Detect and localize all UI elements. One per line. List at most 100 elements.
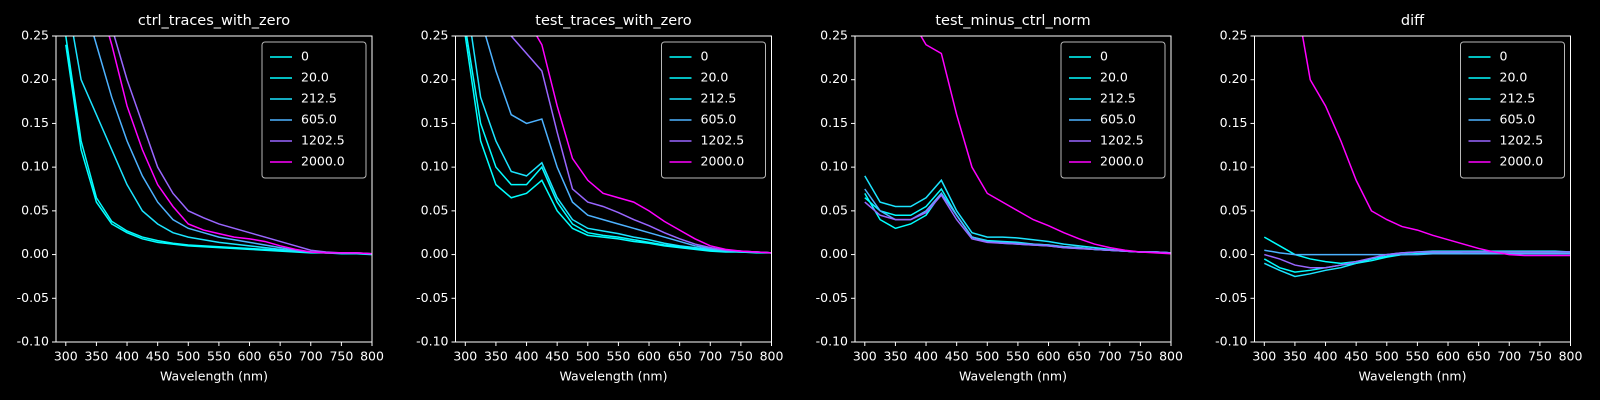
x-tick-label: 650: [268, 349, 292, 364]
series-line: [535, 36, 772, 254]
x-tick-label: 700: [1497, 349, 1521, 364]
legend-box: [661, 41, 766, 179]
y-tick-label: 0.20: [421, 71, 449, 86]
legend-label: 0: [301, 49, 309, 64]
x-tick-label: 600: [637, 349, 661, 364]
chart-title: test_traces_with_zero: [535, 13, 692, 29]
x-tick-label: 350: [484, 349, 508, 364]
legend: 0 20.0 212.5 605.0 1202.5 2000.0: [261, 41, 367, 179]
legend-label: 605.0: [1500, 112, 1536, 127]
y-tick-label: 0.15: [421, 115, 449, 130]
y-tick-label: 0.00: [421, 246, 449, 261]
legend-label: 212.5: [1100, 91, 1136, 106]
y-tick-label: 0.00: [820, 246, 848, 261]
legend-label: 212.5: [301, 91, 337, 106]
y-tick-label: -0.10: [816, 334, 848, 349]
axes-frame: [455, 35, 772, 343]
legend-label: 2000.0: [1100, 154, 1144, 169]
x-tick-label: 700: [698, 349, 722, 364]
series-line: [1264, 251, 1571, 269]
legend-label: 20.0: [701, 70, 729, 85]
x-tick-label: 450: [945, 349, 969, 364]
series-line: [464, 36, 772, 254]
y-tick-label: 0.05: [421, 202, 449, 217]
x-tick-label: 300: [453, 349, 477, 364]
axes-frame: [1254, 35, 1571, 343]
x-tick-label: 600: [238, 349, 262, 364]
x-tick-label: 450: [545, 349, 569, 364]
y-tick-label: 0.15: [1220, 115, 1248, 130]
x-tick-label: 750: [329, 349, 353, 364]
y-tick-label: -0.10: [17, 334, 49, 349]
x-tick-label: 750: [729, 349, 753, 364]
x-tick-label: 800: [1559, 349, 1583, 364]
y-tick-label: 0.25: [1220, 28, 1248, 43]
axes-frame: [55, 35, 373, 343]
y-tick-label: 0.20: [820, 71, 848, 86]
chart-title: diff: [1401, 13, 1425, 29]
series-line: [920, 36, 1171, 255]
legend: 0 20.0 212.5 605.0 1202.5 2000.0: [1060, 41, 1166, 179]
legend-label: 605.0: [1100, 112, 1136, 127]
y-tick-label: 0.10: [820, 159, 848, 174]
series-line: [1301, 36, 1571, 257]
x-tick-label: 550: [207, 349, 231, 364]
x-tick-label: 300: [853, 349, 877, 364]
x-tick-label: 750: [1528, 349, 1552, 364]
y-tick-label: 0.05: [820, 202, 848, 217]
legend-label: 2000.0: [1500, 154, 1544, 169]
legend-label: 0: [1100, 49, 1108, 64]
axes-frame: [854, 35, 1172, 343]
y-tick-label: 0.20: [1220, 71, 1248, 86]
x-tick-label: 750: [1128, 349, 1152, 364]
x-tick-label: 350: [84, 349, 108, 364]
y-tick-label: 0.25: [21, 28, 49, 43]
x-tick-label: 550: [1405, 349, 1429, 364]
x-tick-label: 450: [1344, 349, 1368, 364]
y-tick-label: 0.25: [421, 28, 449, 43]
plot-area: [464, 36, 772, 254]
legend-label: 0: [701, 49, 709, 64]
y-tick-label: 0.05: [1220, 202, 1248, 217]
plot-area: [864, 36, 1171, 255]
series-line: [470, 36, 772, 254]
x-tick-label: 400: [1314, 349, 1338, 364]
x-tick-label: 500: [576, 349, 600, 364]
y-tick-label: 0.05: [21, 202, 49, 217]
y-tick-label: 0.15: [21, 115, 49, 130]
y-tick-label: -0.10: [416, 334, 448, 349]
y-tick-label: 0.00: [1220, 246, 1248, 261]
y-tick-label: -0.05: [816, 290, 848, 305]
x-tick-label: 400: [115, 349, 139, 364]
legend-label: 605.0: [701, 112, 737, 127]
x-tick-label: 400: [515, 349, 539, 364]
chart-title: test_minus_ctrl_norm: [935, 13, 1090, 29]
x-tick-label: 350: [1283, 349, 1307, 364]
x-axis-label: Wavelength (nm): [1359, 369, 1467, 384]
legend-label: 20.0: [301, 70, 329, 85]
series-line: [113, 36, 372, 255]
x-axis-label: Wavelength (nm): [160, 369, 268, 384]
legend-label: 212.5: [701, 91, 737, 106]
x-tick-label: 650: [1067, 349, 1091, 364]
y-tick-label: 0.10: [21, 159, 49, 174]
panel: test_traces_with_zero Wavelength (nm) 300 3…: [416, 13, 784, 384]
x-tick-label: 800: [1159, 349, 1183, 364]
y-tick-label: -0.10: [1215, 334, 1247, 349]
legend-label: 0: [1500, 49, 1508, 64]
x-tick-label: 800: [760, 349, 784, 364]
x-tick-label: 300: [1252, 349, 1276, 364]
y-tick-label: -0.05: [17, 290, 49, 305]
panel: diff Wavelength (nm) 300 350 400 450 500 550 600…: [1215, 13, 1583, 384]
series-line: [510, 36, 772, 254]
x-tick-label: 550: [606, 349, 630, 364]
x-tick-label: 600: [1436, 349, 1460, 364]
x-tick-label: 300: [54, 349, 78, 364]
legend-label: 1202.5: [701, 133, 745, 148]
legend-label: 212.5: [1500, 91, 1536, 106]
plot-area: [65, 36, 372, 256]
legend-label: 2000.0: [301, 154, 345, 169]
legend-box: [1060, 41, 1166, 179]
